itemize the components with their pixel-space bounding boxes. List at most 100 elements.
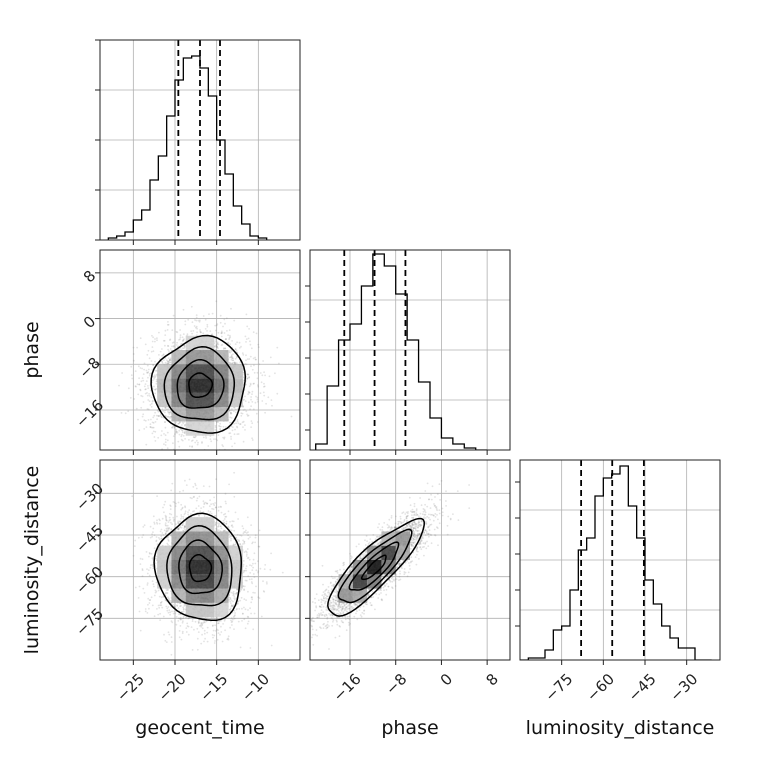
scatter-point [168, 350, 170, 353]
scatter-point [202, 436, 205, 439]
scatter-point [257, 343, 260, 346]
scatter-point [169, 508, 172, 511]
scatter-point [208, 313, 210, 315]
scatter-point [217, 347, 219, 349]
scatter-point [151, 340, 154, 343]
scatter-point [181, 421, 184, 423]
scatter-point [176, 605, 179, 607]
scatter-point [228, 599, 231, 601]
scatter-point [233, 442, 236, 445]
density-bin [171, 407, 186, 422]
scatter-point [231, 426, 234, 428]
scatter-point [183, 344, 186, 347]
scatter-point [256, 396, 259, 399]
scatter-point [225, 338, 228, 340]
scatter-point [192, 496, 195, 498]
scatter-point [236, 356, 238, 359]
scatter-point [158, 331, 160, 334]
scatter-point [256, 421, 259, 423]
scatter-point [156, 409, 159, 412]
scatter-point [211, 312, 214, 315]
scatter-point [155, 590, 158, 593]
scatter-point [216, 342, 219, 345]
scatter-point [171, 621, 174, 624]
scatter-point [181, 439, 184, 442]
scatter-point [146, 371, 148, 374]
density-bin [171, 364, 186, 379]
scatter-point [154, 375, 157, 378]
scatter-point [145, 388, 147, 390]
scatter-point [219, 314, 222, 317]
scatter-point [188, 439, 190, 441]
scatter-point [153, 521, 156, 524]
scatter-point [153, 414, 156, 417]
scatter-point [247, 556, 250, 559]
scatter-point [246, 373, 249, 376]
scatter-point [149, 423, 152, 426]
scatter-point [159, 619, 162, 621]
scatter-point [231, 445, 234, 448]
panel-geocent-time-vs-luminosity-distance: −25 −20 −15 −10−75−60−45−30 [72, 459, 301, 705]
scatter-point [160, 604, 163, 607]
scatter-point [154, 392, 157, 395]
scatter-point [172, 435, 175, 437]
scatter-point [166, 592, 169, 594]
scatter-point [191, 445, 194, 448]
scatter-point [237, 422, 240, 425]
scatter-point [206, 631, 209, 634]
scatter-point [163, 433, 165, 435]
scatter-point [184, 438, 187, 440]
scatter-point [233, 410, 235, 413]
scatter-point [246, 377, 249, 380]
scatter-point [215, 438, 217, 440]
scatter-point [251, 368, 254, 371]
scatter-point [166, 431, 169, 434]
scatter-point [233, 495, 236, 498]
scatter-point [244, 395, 246, 398]
scatter-point [150, 402, 153, 405]
scatter-point [150, 360, 153, 362]
scatter-point [238, 347, 241, 349]
scatter-point [232, 357, 235, 360]
scatter-point [248, 376, 251, 378]
scatter-point [245, 550, 247, 553]
scatter-point [172, 345, 175, 348]
scatter-point [220, 335, 223, 338]
scatter-point [233, 422, 236, 425]
scatter-point [154, 370, 157, 372]
scatter-point [167, 357, 170, 359]
scatter-point [142, 526, 145, 528]
scatter-point [234, 361, 236, 364]
scatter-point [218, 425, 221, 428]
scatter-point [131, 377, 134, 380]
scatter-point [239, 423, 241, 426]
scatter-point [246, 358, 249, 360]
scatter-point [141, 569, 144, 572]
density-bin [214, 364, 229, 379]
scatter-point [183, 604, 186, 607]
scatter-point [234, 408, 237, 411]
density-bin [185, 421, 200, 436]
scatter-point [220, 332, 223, 335]
scatter-point [214, 424, 217, 427]
scatter-point [169, 348, 172, 350]
scatter-point [149, 552, 151, 555]
scatter-point [169, 613, 172, 616]
scatter-point [141, 395, 144, 398]
scatter-point [252, 357, 255, 360]
scatter-point [150, 406, 153, 408]
scatter-point [231, 526, 234, 528]
scatter-point [142, 379, 145, 382]
scatter-point [142, 534, 145, 536]
scatter-point [231, 604, 233, 607]
scatter-point [257, 346, 260, 348]
scatter-point [202, 315, 205, 317]
scatter-point [264, 411, 266, 414]
scatter-point [158, 415, 161, 417]
scatter-point [197, 319, 200, 322]
scatter-point [154, 360, 156, 363]
scatter-point [149, 426, 152, 428]
scatter-point [175, 428, 178, 431]
scatter-point [229, 336, 232, 339]
scatter-point [196, 443, 199, 446]
